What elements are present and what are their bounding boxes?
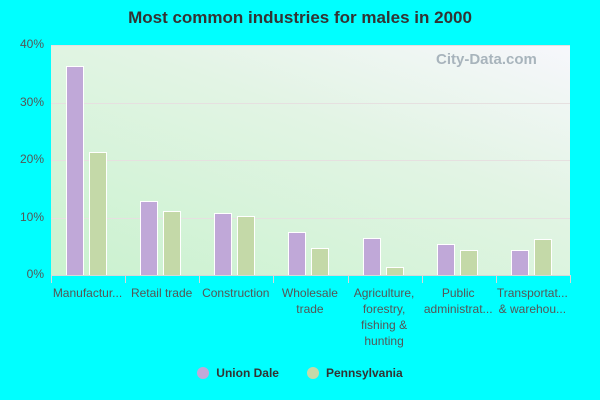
bar-union-dale[interactable] [362, 238, 381, 275]
bar-union-dale[interactable] [288, 231, 307, 275]
bar-pennsylvania[interactable] [163, 211, 182, 275]
bar-pennsylvania[interactable] [459, 250, 478, 275]
x-tick-label: Agriculture, forestry, fishing & hunting [353, 286, 415, 348]
chart-title: Most common industries for males in 2000 [128, 8, 472, 27]
x-tick-label: Wholesale trade [281, 286, 338, 316]
bar-pennsylvania[interactable] [385, 266, 404, 275]
bar-pennsylvania[interactable] [533, 238, 552, 275]
x-tick-label: Public administrat... [423, 286, 493, 316]
legend-dot-icon [306, 367, 319, 379]
y-tick-label: 0% [26, 267, 44, 281]
x-tick [199, 275, 201, 283]
legend-item[interactable]: Pennsylvania [306, 366, 403, 380]
y-tick-label: 10% [19, 209, 44, 224]
legend-label: Pennsylvania [325, 366, 403, 380]
bar-union-dale[interactable] [140, 200, 159, 275]
x-tick-label: Construction [202, 286, 270, 300]
bar-pennsylvania[interactable] [311, 247, 330, 275]
gridline [51, 217, 570, 219]
bar-union-dale[interactable] [66, 66, 84, 275]
legend: Union Dale Pennsylvania [0, 366, 600, 380]
gridline [51, 160, 570, 161]
x-tick [495, 275, 497, 283]
watermark: City-Data.com [436, 51, 537, 68]
x-axis [51, 275, 570, 276]
x-tick [347, 275, 349, 283]
legend-dot-icon [197, 367, 210, 379]
x-tick-label: Retail trade [130, 286, 193, 300]
bar-pennsylvania[interactable] [89, 151, 107, 275]
x-tick [51, 275, 52, 283]
x-tick [273, 275, 275, 283]
gridline [51, 102, 570, 104]
x-tick [125, 275, 127, 283]
x-tick [570, 275, 571, 283]
y-tick-label: 20% [19, 152, 44, 166]
bar-union-dale[interactable] [214, 212, 233, 275]
bar-union-dale[interactable] [510, 250, 529, 275]
x-tick-label: Manufactur... [52, 286, 123, 300]
y-tick-label: 40% [19, 37, 44, 51]
gridline [51, 45, 570, 46]
x-tick-label: Transportat... & warehou... [496, 286, 568, 316]
plot-area: City-Data.com [51, 45, 570, 275]
bar-union-dale[interactable] [436, 243, 455, 275]
x-tick [421, 275, 423, 283]
y-tick-label: 30% [19, 94, 44, 109]
legend-item[interactable]: Union Dale [197, 366, 279, 380]
bar-pennsylvania[interactable] [237, 215, 256, 275]
legend-label: Union Dale [216, 366, 279, 380]
